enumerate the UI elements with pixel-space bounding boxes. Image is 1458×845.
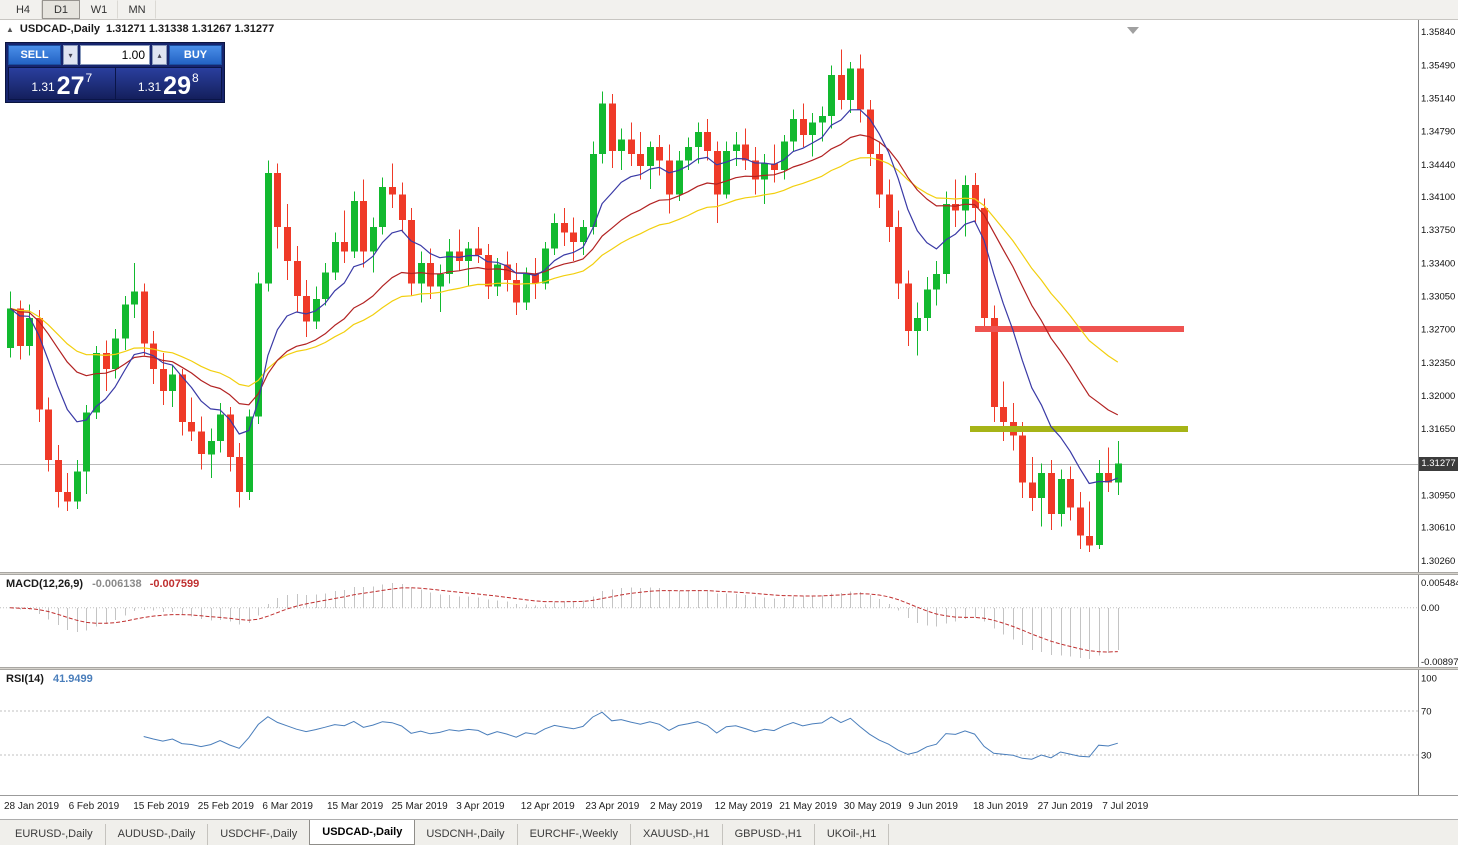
ask-price-display[interactable]: 1.31 29 8: [116, 68, 222, 99]
rsi-label: RSI(14) 41.9499: [6, 673, 93, 685]
macd-scale-label: 0.005484: [1421, 578, 1458, 589]
timeframe-button-mn[interactable]: MN: [118, 0, 156, 19]
date-label: 12 May 2019: [714, 801, 773, 812]
panel-divider[interactable]: [0, 667, 1458, 670]
main-chart[interactable]: 1.35840 1.35490 1.35140 1.34790 1.34440 1.341…: [0, 20, 1458, 572]
ma-medium: [9, 134, 1119, 416]
support-line[interactable]: [970, 426, 1188, 432]
price-label: 1.32350: [1421, 358, 1455, 369]
date-label: 25 Feb 2019: [197, 801, 254, 812]
rsi-line: [143, 711, 1118, 760]
rsi-panel[interactable]: 100 70 30: [0, 670, 1458, 795]
date-label: 25 Mar 2019: [391, 801, 448, 812]
bid-price-big-digits: 27: [56, 71, 85, 100]
date-label: 12 Apr 2019: [520, 801, 575, 812]
volume-input[interactable]: [80, 45, 150, 65]
price-label: 1.35840: [1421, 27, 1455, 38]
price-label: 1.30950: [1421, 491, 1455, 502]
date-label: 15 Mar 2019: [327, 801, 384, 812]
chart-scroll-marker-icon[interactable]: [1127, 27, 1139, 34]
buy-button[interactable]: BUY: [169, 45, 222, 65]
candles: [7, 49, 1122, 552]
bid-price-prefix: 1.31: [31, 80, 55, 94]
macd-label: MACD(12,26,9) -0.006138 -0.007599: [6, 578, 199, 590]
ask-price-prefix: 1.31: [137, 80, 162, 94]
macd-panel[interactable]: 0.005484 0.00 -0.008977: [0, 575, 1458, 667]
macd-signal-value: -0.007599: [149, 578, 200, 590]
tab-audusd-daily[interactable]: AUDUSD-,Daily: [106, 824, 209, 845]
macd-scale-label: 0.00: [1421, 603, 1440, 614]
ask-price-big-digits: 29: [163, 71, 191, 100]
bid-price-sup-digit: 7: [85, 71, 93, 85]
one-click-trading-panel: SELL ▾ ▴ BUY 1.31 27 7 1.31 29 8: [5, 42, 225, 103]
price-label: 1.30260: [1421, 556, 1455, 567]
timeframe-button-h4[interactable]: H4: [4, 0, 42, 19]
sell-button[interactable]: SELL: [8, 45, 61, 65]
price-label: 1.33050: [1421, 292, 1455, 303]
collapse-arrow-icon[interactable]: ▲: [6, 24, 14, 34]
bid-price-tag: 1.31277: [1419, 457, 1458, 472]
date-axis[interactable]: 28 Jan 2019 6 Feb 2019 15 Feb 2019 25 Feb 2…: [0, 795, 1458, 819]
ask-price-sup-digit: 8: [191, 71, 199, 85]
date-label: 9 Jun 2019: [908, 801, 958, 812]
price-label: 1.33400: [1421, 258, 1455, 269]
tab-gbpusd-h1[interactable]: GBPUSD-,H1: [723, 824, 815, 845]
chart-title: ▲ USDCAD-,Daily 1.31271 1.31338 1.31267 …: [6, 23, 274, 35]
macd-scale-label: -0.008977: [1421, 657, 1458, 667]
price-label: 1.35140: [1421, 93, 1455, 104]
bid-price-display[interactable]: 1.31 27 7: [9, 68, 116, 99]
date-label: 15 Feb 2019: [133, 801, 190, 812]
rsi-scale-label: 70: [1421, 707, 1432, 718]
tab-usdcad-daily[interactable]: USDCAD-,Daily: [309, 820, 416, 845]
macd-signal-line: [9, 587, 1118, 653]
date-label: 30 May 2019: [843, 801, 902, 812]
tab-ukoil-h1[interactable]: UKOil-,H1: [815, 824, 890, 845]
date-label: 23 Apr 2019: [585, 801, 640, 812]
date-label: 18 Jun 2019: [973, 801, 1029, 812]
price-label: 1.32700: [1421, 325, 1455, 336]
price-label: 1.35490: [1421, 60, 1455, 71]
price-label: 1.33750: [1421, 225, 1455, 236]
date-label: 28 Jan 2019: [4, 801, 60, 812]
volume-increase-button[interactable]: ▴: [152, 45, 167, 65]
symbol-title: USDCAD-,Daily: [19, 23, 100, 35]
macd-main-value: -0.006138: [92, 578, 142, 590]
ohlc-values: 1.31271 1.31338 1.31267 1.31277: [106, 23, 275, 35]
tab-eurchf-weekly[interactable]: EURCHF-,Weekly: [518, 824, 631, 845]
rsi-name: RSI(14): [6, 673, 44, 685]
timeframe-button-w1[interactable]: W1: [80, 0, 118, 19]
ma-fast: [9, 109, 1119, 485]
macd-name: MACD(12,26,9): [6, 578, 84, 590]
ma-slow: [9, 157, 1119, 387]
price-label: 1.34100: [1421, 192, 1455, 203]
price-label: 1.30610: [1421, 523, 1455, 534]
date-label: 27 Jun 2019: [1037, 801, 1093, 812]
tab-usdcnh-daily[interactable]: USDCNH-,Daily: [414, 824, 518, 845]
tab-eurusd-daily[interactable]: EURUSD-,Daily: [3, 824, 106, 845]
tab-xauusd-h1[interactable]: XAUUSD-,H1: [631, 824, 723, 845]
bottom-tab-bar: EURUSD-,Daily AUDUSD-,Daily USDCHF-,Daily U…: [0, 819, 1458, 845]
price-label: 1.31650: [1421, 424, 1455, 435]
date-label: 21 May 2019: [779, 801, 838, 812]
timeframe-toolbar: H4 D1 W1 MN: [0, 0, 1458, 20]
macd-histogram: [20, 583, 1119, 659]
date-label: 3 Apr 2019: [456, 801, 505, 812]
volume-decrease-button[interactable]: ▾: [63, 45, 78, 65]
rsi-scale-label: 30: [1421, 751, 1432, 762]
price-label: 1.34440: [1421, 160, 1455, 171]
price-label: 1.34790: [1421, 127, 1455, 138]
price-label: 1.32000: [1421, 391, 1455, 402]
date-label: 2 May 2019: [650, 801, 703, 812]
rsi-scale-label: 100: [1421, 674, 1437, 685]
date-label: 6 Feb 2019: [68, 801, 120, 812]
date-label: 6 Mar 2019: [262, 801, 313, 812]
panel-divider[interactable]: [0, 572, 1458, 575]
rsi-value: 41.9499: [52, 673, 93, 685]
date-label: 7 Jul 2019: [1102, 801, 1149, 812]
timeframe-button-d1[interactable]: D1: [42, 0, 80, 19]
tab-usdchf-daily[interactable]: USDCHF-,Daily: [208, 824, 311, 845]
